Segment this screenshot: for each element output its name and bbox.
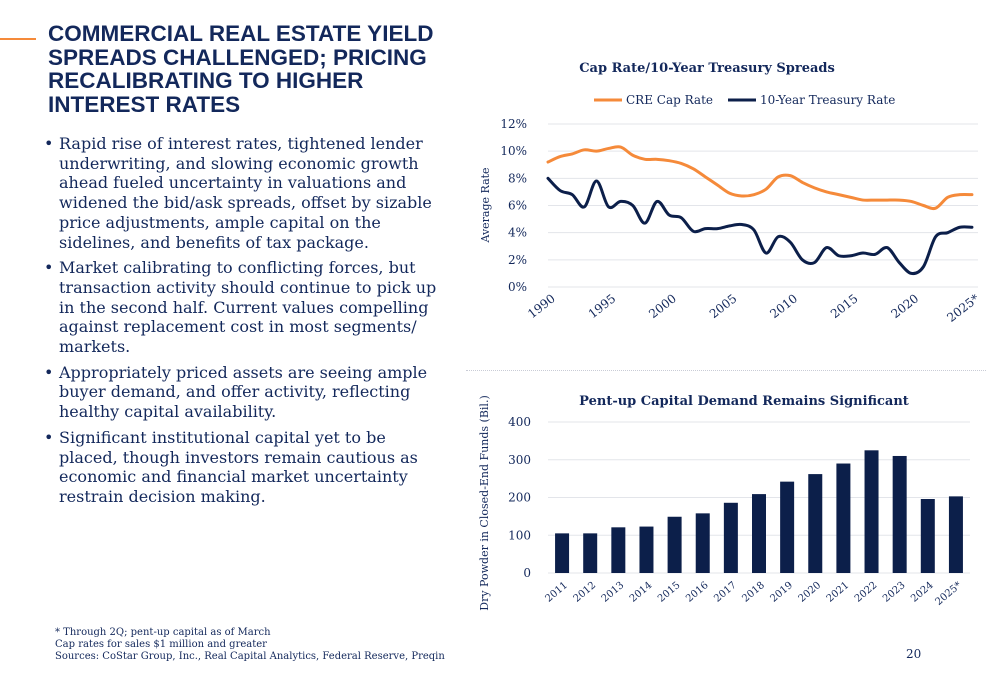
bar (948, 496, 963, 573)
bar (920, 499, 935, 573)
legend-label-cap-rate: CRE Cap Rate (626, 93, 713, 107)
line-chart-y-axis-label: Average Rate (479, 167, 492, 243)
y-tick-label: 2% (508, 253, 527, 267)
y-tick-label: 400 (508, 415, 531, 429)
bar (639, 526, 654, 573)
bullet-item: Market calibrating to conflicting forces… (44, 258, 444, 357)
series-line-cre-cap-rate (546, 145, 974, 211)
x-tick-label: 2012 (572, 580, 599, 605)
bar (723, 502, 738, 573)
x-tick-label: 2015 (656, 580, 683, 605)
chart-divider (466, 370, 986, 371)
page-title: COMMERCIAL REAL ESTATE YIELD SPREADS CHA… (48, 21, 434, 117)
bar (555, 533, 570, 573)
x-tick-label: 2016 (684, 580, 711, 605)
bar (808, 474, 823, 573)
title-accent-line (0, 38, 36, 40)
x-tick-label: 2018 (740, 580, 767, 605)
bar (611, 527, 626, 573)
line-chart-grid (548, 123, 978, 288)
x-tick-label: 2017 (712, 580, 739, 605)
line-chart-series (546, 145, 974, 276)
y-tick-label: 0% (508, 280, 527, 294)
footnote-line: Cap rates for sales $1 million and great… (55, 639, 267, 651)
bar (892, 455, 907, 573)
bar (836, 463, 851, 573)
line-chart: Cap Rate/10-Year Treasury Spreads CRE Ca… (479, 61, 982, 325)
x-tick-label: 2023 (881, 580, 908, 605)
footnote-line: Sources: CoStar Group, Inc., Real Capita… (55, 651, 445, 663)
x-tick-label: 2014 (628, 580, 655, 605)
y-tick-label: 100 (508, 528, 531, 542)
line-chart-y-ticks: 0% 2% 4% 6% 8% 10% 12% (500, 117, 527, 294)
y-tick-label: 300 (508, 453, 531, 467)
footnotes: * Through 2Q; pent-up capital as of Marc… (55, 627, 445, 664)
bar (695, 513, 710, 573)
bullet-item: Appropriately priced assets are seeing a… (44, 363, 444, 422)
x-tick-label: 2019 (768, 580, 795, 605)
bar (864, 450, 879, 573)
bullet-list: Rapid rise of interest rates, tightened … (44, 134, 444, 513)
series-line-10-year-treasury (546, 176, 974, 276)
bar-chart-bars (555, 450, 963, 573)
y-tick-label: 10% (500, 144, 527, 158)
bar (752, 494, 766, 573)
bar-chart-y-axis-label: Dry Powder in Closed-End Funds (Bil.) (478, 395, 491, 611)
bullet-item: Significant institutional capital yet to… (44, 428, 444, 507)
bar (780, 481, 795, 573)
y-tick-label: 4% (508, 226, 527, 240)
line-chart-legend: CRE Cap Rate 10-Year Treasury Rate (594, 93, 895, 107)
bar-chart-title: Pent-up Capital Demand Remains Significa… (579, 394, 909, 409)
y-tick-label: 12% (500, 117, 527, 131)
x-tick-label: 2024 (909, 580, 936, 605)
y-tick-label: 8% (508, 171, 527, 185)
bar (583, 533, 598, 573)
bar-chart-x-ticks: 2011 2012 2013 2014 2015 2016 2017 2018 2019 2020… (543, 580, 963, 608)
footnote-line: * Through 2Q; pent-up capital as of Marc… (55, 627, 271, 638)
x-tick-label: 2020 (797, 580, 824, 605)
y-tick-label: 6% (508, 199, 527, 213)
x-tick-label: 2013 (600, 580, 627, 605)
x-tick-label: 2022 (853, 580, 880, 605)
legend-label-treasury: 10-Year Treasury Rate (760, 93, 895, 107)
bar-chart-y-ticks: 0 100 200 300 400 (508, 415, 531, 580)
y-tick-label: 0 (523, 566, 531, 580)
bar (667, 516, 682, 573)
line-chart-title: Cap Rate/10-Year Treasury Spreads (579, 61, 835, 76)
page-number: 20 (906, 647, 922, 661)
x-tick-label: 2011 (543, 580, 570, 605)
x-tick-label: 2025* (933, 580, 963, 608)
bullet-item: Rapid rise of interest rates, tightened … (44, 134, 444, 252)
x-tick-label: 2021 (825, 580, 852, 605)
y-tick-label: 200 (508, 491, 531, 505)
